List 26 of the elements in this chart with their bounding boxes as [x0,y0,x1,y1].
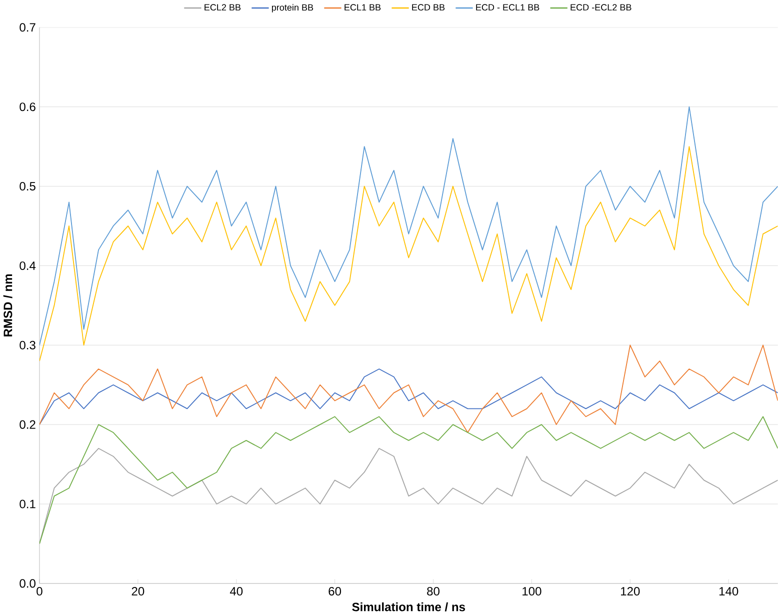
y-tick-label: 0.3 [20,341,36,350]
x-tick-label: 140 [719,587,738,596]
x-tick-label: 100 [522,587,542,596]
y-tick-label: 0.2 [20,420,36,429]
y-axis-title: RMSD / nm [3,274,12,337]
y-tick-label: 0.5 [20,182,36,191]
x-tick-label: 0 [36,587,42,596]
y-tick-label: 0.1 [20,500,36,508]
x-tick-label: 120 [621,587,640,596]
x-tick-label: 80 [427,587,440,596]
line-series [39,106,778,346]
legend-label: ECD - ECL1 BB [476,4,540,11]
legend-label: ECL1 BB [344,4,381,11]
legend-label: ECL2 BB [204,4,241,11]
legend-label: protein BB [272,4,314,13]
line-series [39,146,778,362]
y-tick-label: 0.0 [20,579,36,588]
legend-label: ECD -ECL2 BB [570,4,632,11]
x-tick-label: 60 [328,587,342,596]
x-tick-label: 40 [230,587,243,596]
y-tick-label: 0.7 [20,23,36,32]
y-tick-label: 0.6 [20,102,36,112]
x-axis-title: Simulation time / ns [352,602,466,612]
y-tick-label: 0.4 [20,262,36,270]
legend-label: ECD BB [412,4,445,11]
x-tick-label: 20 [132,587,144,596]
